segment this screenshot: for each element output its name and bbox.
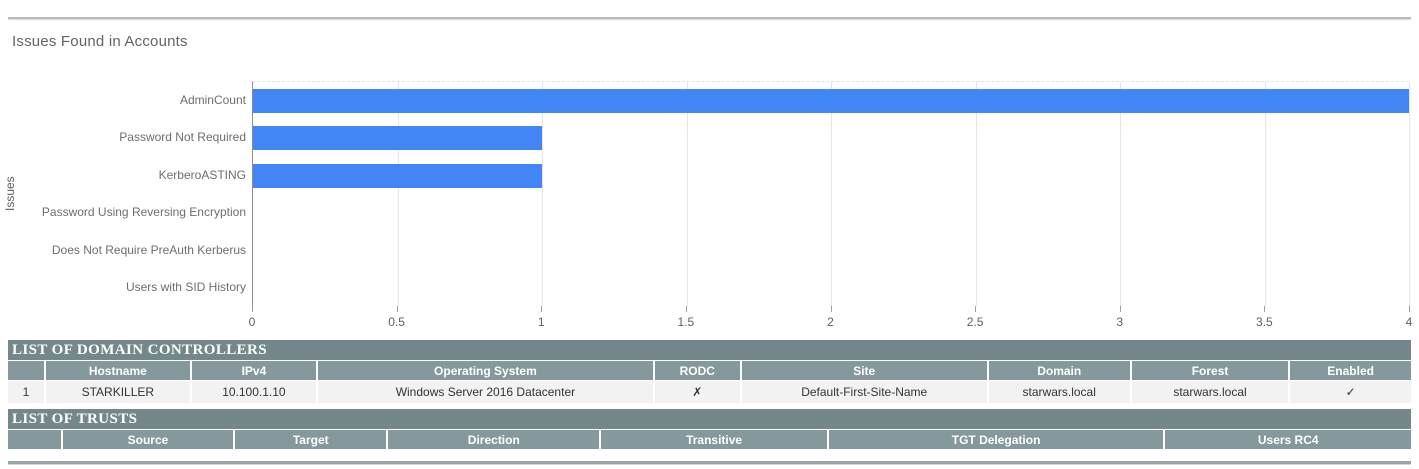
axis-tick-mark xyxy=(1119,306,1121,312)
gridline xyxy=(1409,82,1410,306)
header-row: Hostname IPv4 Operating System RODC Site Doma… xyxy=(8,361,1411,381)
axis-tick-mark xyxy=(685,306,687,312)
column-header: Users RC4 xyxy=(1165,430,1411,450)
gridline xyxy=(686,82,688,306)
cell: 10.100.1.10 xyxy=(191,381,319,403)
column-header: Source xyxy=(62,430,236,450)
cell: ✓ xyxy=(1290,381,1411,403)
report-tables: LIST OF DOMAIN CONTROLLERS Hostname IPv4 O… xyxy=(8,340,1411,450)
axis-tick-mark xyxy=(830,306,832,312)
cell: STARKILLER xyxy=(45,381,192,403)
chart-bar[interactable] xyxy=(253,88,1409,113)
category-label: Password Using Reversing Encryption xyxy=(41,205,246,220)
cell: Windows Server 2016 Datacenter xyxy=(318,381,655,403)
category-label: Password Not Required xyxy=(119,130,246,145)
gridline xyxy=(831,82,832,306)
gridline xyxy=(1120,82,1121,306)
column-header: Forest xyxy=(1131,361,1291,381)
column-header: Transitive xyxy=(601,430,829,450)
axis-tick-label: 3.5 xyxy=(1256,315,1273,329)
category-label: AdminCount xyxy=(179,92,246,107)
table-row: 1 STARKILLER 10.100.1.10 Windows Server 201… xyxy=(8,381,1411,403)
gridline xyxy=(1264,82,1266,306)
column-header: Target xyxy=(235,430,389,450)
axis-tick-mark xyxy=(1409,306,1410,312)
trusts-table: Source Target Direction Transitive TGT Deleg… xyxy=(8,430,1411,450)
cell: Default-First-Site-Name xyxy=(741,381,989,403)
chart-plot xyxy=(252,81,1410,306)
column-header: Direction xyxy=(388,430,602,450)
cell: starwars.local xyxy=(988,381,1132,403)
gridline xyxy=(397,82,399,306)
column-header: Enabled xyxy=(1290,361,1411,381)
chart-bar[interactable] xyxy=(253,126,542,151)
domain-controllers-table: Hostname IPv4 Operating System RODC Site Doma… xyxy=(8,361,1411,403)
axis-tick-label: 4 xyxy=(1405,315,1413,329)
axis-tick-label: 3 xyxy=(1116,315,1124,329)
column-header: Domain xyxy=(988,361,1132,381)
cell: ✗ xyxy=(654,381,742,403)
axis-tick-label: 0 xyxy=(248,315,256,329)
axis-tick-label: 2 xyxy=(827,315,834,329)
gridline xyxy=(975,82,977,306)
chart-title: Issues Found in Accounts xyxy=(12,33,188,50)
cell: starwars.local xyxy=(1131,381,1291,403)
section-title-bar: LIST OF TRUSTS xyxy=(8,409,1411,429)
category-label: KerberoASTING xyxy=(158,167,246,182)
column-header: Operating System xyxy=(318,361,655,381)
column-header: RODC xyxy=(654,361,742,381)
x-axis-ticks: 0 0.5 1 1.5 2 2.5 3 3.5 4 xyxy=(248,306,1412,336)
cell: 1 xyxy=(8,381,46,403)
category-label: Users with SID History xyxy=(125,280,246,295)
axis-tick-mark xyxy=(975,306,977,312)
issues-bar-chart: Issues AdminCount Password Not Required Ke… xyxy=(0,68,1419,336)
axis-tick-label: 1 xyxy=(537,315,545,329)
category-labels: AdminCount Password Not Required KerberoAS… xyxy=(0,81,246,306)
axis-tick-label: 1.5 xyxy=(677,315,695,329)
top-divider xyxy=(8,17,1411,19)
column-header xyxy=(8,430,63,450)
column-header xyxy=(8,361,46,381)
axis-tick-mark xyxy=(252,306,253,312)
column-header: TGT Delegation xyxy=(828,430,1166,450)
header-row: Source Target Direction Transitive TGT Deleg… xyxy=(8,430,1411,450)
column-header: IPv4 xyxy=(191,361,319,381)
column-header: Site xyxy=(741,361,989,381)
axis-tick-mark xyxy=(541,306,543,312)
axis-tick-mark xyxy=(396,306,398,312)
category-label: Does Not Require PreAuth Kerberus xyxy=(51,242,246,257)
axis-tick-label: 2.5 xyxy=(966,315,984,329)
next-section-divider xyxy=(8,461,1411,465)
column-header: Hostname xyxy=(45,361,192,381)
axis-tick-label: 0.5 xyxy=(388,315,405,329)
chart-bar[interactable] xyxy=(253,163,542,188)
section-title-bar: LIST OF DOMAIN CONTROLLERS xyxy=(8,340,1411,360)
axis-tick-mark xyxy=(1264,306,1266,312)
gridline xyxy=(542,82,543,306)
